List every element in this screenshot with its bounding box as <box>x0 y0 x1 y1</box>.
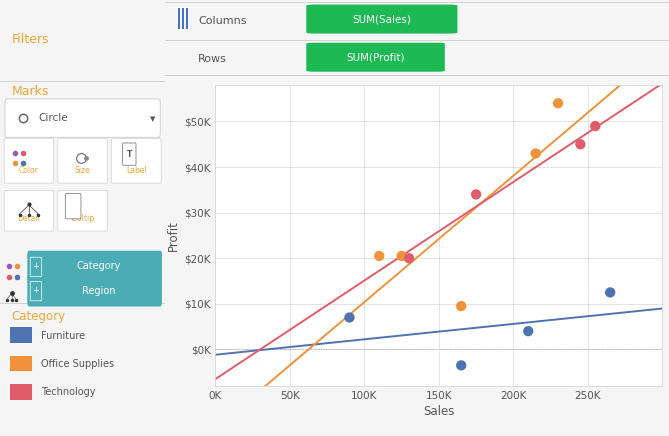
Text: Category: Category <box>77 262 121 271</box>
FancyBboxPatch shape <box>27 251 162 282</box>
Text: Office Supplies: Office Supplies <box>41 359 114 369</box>
FancyBboxPatch shape <box>306 5 458 34</box>
FancyBboxPatch shape <box>178 7 180 29</box>
Point <box>523 328 534 335</box>
Text: Category: Category <box>11 310 66 323</box>
Text: Color: Color <box>19 166 39 175</box>
FancyBboxPatch shape <box>27 275 162 307</box>
Text: Filters: Filters <box>11 33 49 46</box>
Point <box>590 123 601 129</box>
Text: SUM(Sales): SUM(Sales) <box>353 14 411 24</box>
FancyBboxPatch shape <box>306 43 445 72</box>
Point <box>403 255 414 262</box>
Text: Rows: Rows <box>198 54 227 64</box>
FancyBboxPatch shape <box>30 257 41 276</box>
Point <box>575 141 586 148</box>
FancyBboxPatch shape <box>66 194 81 219</box>
FancyBboxPatch shape <box>182 7 184 29</box>
FancyBboxPatch shape <box>186 7 188 29</box>
Text: Columns: Columns <box>198 16 246 26</box>
Point <box>605 289 615 296</box>
Text: Circle: Circle <box>38 113 68 123</box>
FancyBboxPatch shape <box>9 356 31 371</box>
Text: Marks: Marks <box>11 85 49 98</box>
Point <box>396 252 407 259</box>
Point <box>471 191 482 198</box>
Text: Detail: Detail <box>17 214 40 223</box>
Text: SUM(Profit): SUM(Profit) <box>347 52 405 62</box>
Text: +: + <box>33 286 39 295</box>
Text: Region: Region <box>82 286 116 296</box>
X-axis label: Sales: Sales <box>423 405 454 418</box>
Text: Label: Label <box>126 166 147 175</box>
Text: Tooltip: Tooltip <box>70 214 95 223</box>
FancyBboxPatch shape <box>58 191 108 231</box>
Point <box>553 100 563 107</box>
FancyBboxPatch shape <box>4 191 54 231</box>
Text: Furniture: Furniture <box>41 331 86 341</box>
FancyBboxPatch shape <box>9 384 31 400</box>
Text: ▼: ▼ <box>151 116 156 123</box>
FancyBboxPatch shape <box>112 139 161 183</box>
FancyBboxPatch shape <box>5 99 161 137</box>
Point <box>456 362 466 369</box>
Text: +: + <box>33 262 39 271</box>
Text: Size: Size <box>75 166 90 175</box>
FancyBboxPatch shape <box>30 282 41 301</box>
Text: Technology: Technology <box>41 388 96 397</box>
Point <box>531 150 541 157</box>
FancyBboxPatch shape <box>4 139 54 183</box>
Point <box>344 314 355 321</box>
Y-axis label: Profit: Profit <box>167 220 180 251</box>
Point <box>374 252 385 259</box>
FancyBboxPatch shape <box>122 143 136 165</box>
FancyBboxPatch shape <box>58 139 108 183</box>
Text: T: T <box>126 150 132 159</box>
FancyBboxPatch shape <box>9 327 31 343</box>
Point <box>456 303 466 310</box>
